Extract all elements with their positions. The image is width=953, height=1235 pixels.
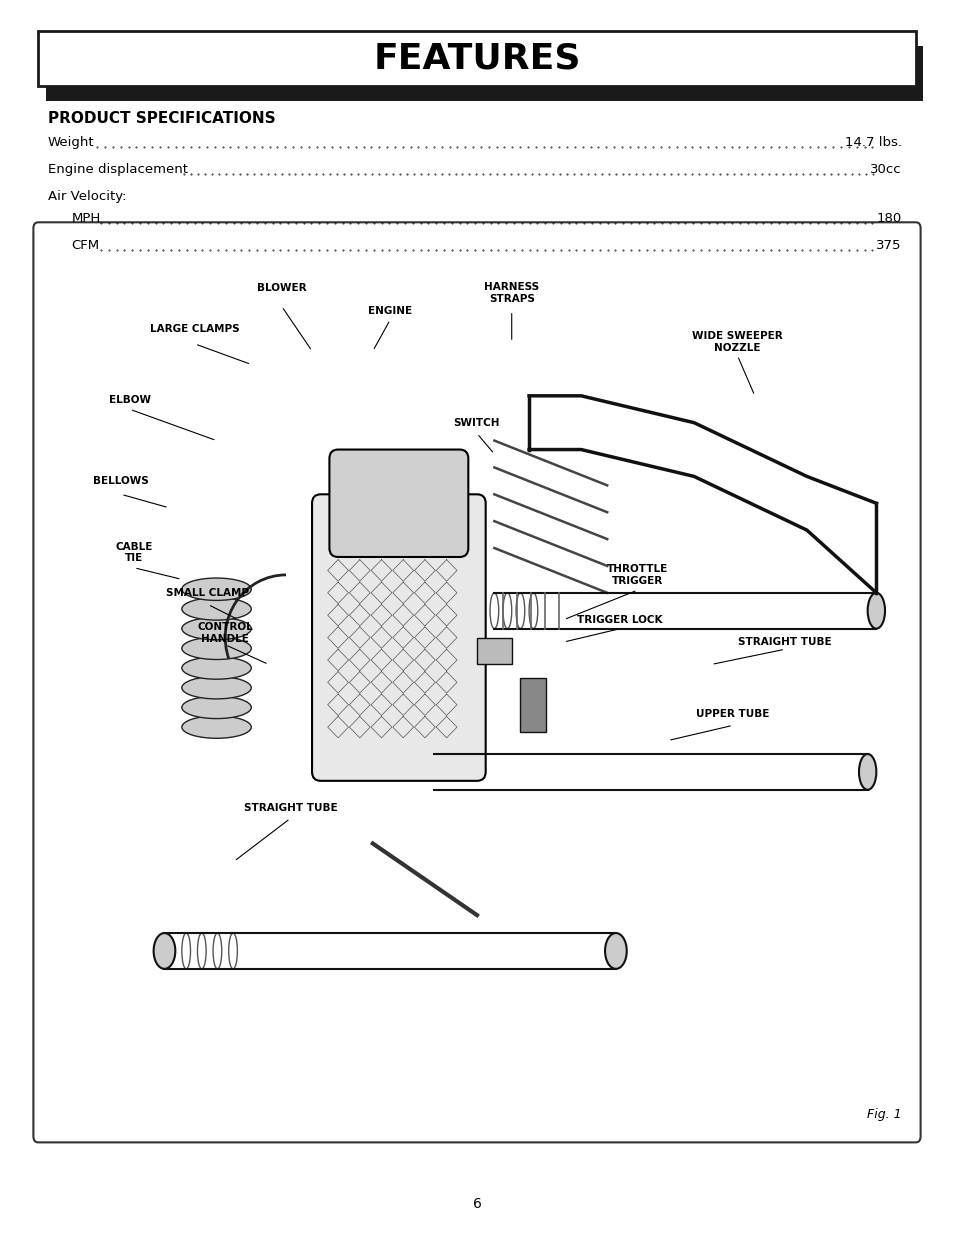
- Text: STRAIGHT TUBE: STRAIGHT TUBE: [738, 637, 831, 647]
- Text: Air Velocity:: Air Velocity:: [48, 190, 126, 204]
- Text: PRODUCT SPECIFICATIONS: PRODUCT SPECIFICATIONS: [48, 111, 275, 126]
- Text: Weight: Weight: [48, 136, 94, 149]
- Text: MPH: MPH: [71, 212, 101, 225]
- Ellipse shape: [182, 677, 251, 699]
- Text: WIDE SWEEPER
NOZZLE: WIDE SWEEPER NOZZLE: [691, 331, 782, 353]
- Ellipse shape: [153, 934, 175, 968]
- Ellipse shape: [858, 753, 876, 790]
- Text: UPPER TUBE: UPPER TUBE: [696, 709, 769, 719]
- Ellipse shape: [866, 593, 884, 629]
- Text: 180: 180: [876, 212, 901, 225]
- Ellipse shape: [182, 697, 251, 719]
- Text: LARGE CLAMPS: LARGE CLAMPS: [150, 324, 239, 333]
- Text: THROTTLE
TRIGGER: THROTTLE TRIGGER: [606, 564, 667, 585]
- Text: BLOWER: BLOWER: [256, 283, 306, 294]
- Text: BELLOWS: BELLOWS: [93, 475, 149, 485]
- Ellipse shape: [182, 657, 251, 679]
- FancyBboxPatch shape: [33, 222, 920, 1142]
- Text: SWITCH: SWITCH: [454, 417, 499, 427]
- FancyBboxPatch shape: [312, 494, 485, 781]
- Bar: [46, 46, 923, 101]
- Text: CONTROL
HANDLE: CONTROL HANDLE: [197, 622, 253, 643]
- Text: ELBOW: ELBOW: [109, 395, 151, 405]
- Bar: [38, 31, 915, 86]
- Ellipse shape: [182, 578, 251, 600]
- Text: Engine displacement: Engine displacement: [48, 163, 188, 177]
- Text: CFM: CFM: [71, 240, 99, 252]
- Text: 30cc: 30cc: [869, 163, 901, 177]
- Text: ENGINE: ENGINE: [368, 306, 412, 316]
- Text: TRIGGER LOCK: TRIGGER LOCK: [577, 615, 662, 625]
- Text: SMALL CLAMP: SMALL CLAMP: [166, 588, 249, 598]
- FancyBboxPatch shape: [329, 450, 468, 557]
- Bar: [520, 678, 546, 731]
- Text: HARNESS
STRAPS: HARNESS STRAPS: [484, 282, 538, 304]
- Text: Fig. 1: Fig. 1: [866, 1108, 901, 1121]
- Text: 375: 375: [875, 240, 901, 252]
- Text: CABLE
TIE: CABLE TIE: [115, 542, 152, 563]
- Ellipse shape: [182, 618, 251, 640]
- Text: FEATURES: FEATURES: [373, 42, 580, 75]
- Bar: [476, 637, 511, 664]
- Text: 14.7 lbs.: 14.7 lbs.: [843, 136, 901, 149]
- Ellipse shape: [182, 637, 251, 659]
- Ellipse shape: [604, 934, 626, 968]
- Ellipse shape: [182, 716, 251, 739]
- Text: 6: 6: [472, 1197, 481, 1212]
- Ellipse shape: [182, 598, 251, 620]
- Text: STRAIGHT TUBE: STRAIGHT TUBE: [243, 803, 336, 813]
